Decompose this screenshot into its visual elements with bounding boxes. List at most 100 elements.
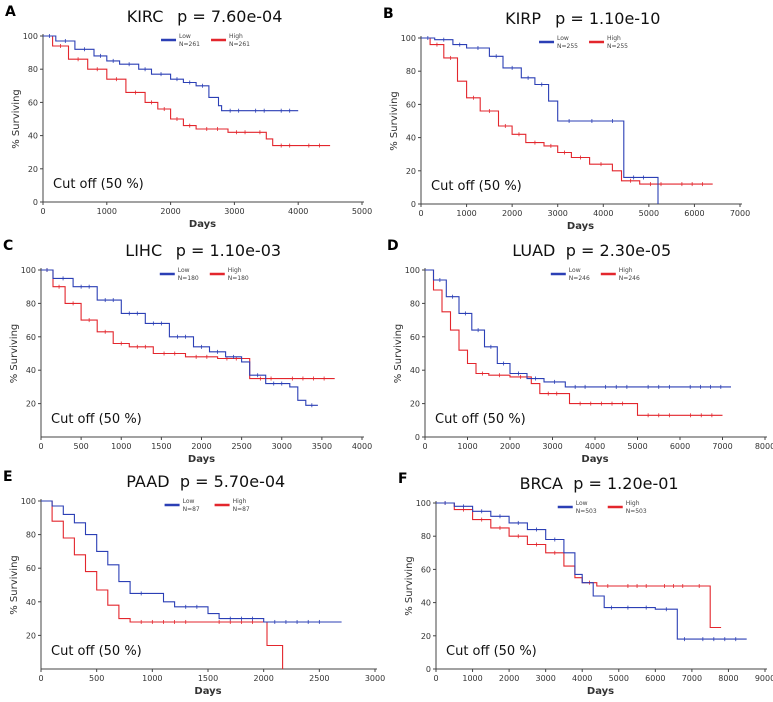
y-tick-label: 20 [421,632,431,641]
x-tick-label: 3000 [535,674,555,683]
legend-n-high: N=261 [229,41,250,48]
p-value: p = 7.60e-04 [177,7,282,26]
x-tick-label: 0 [40,207,45,216]
y-tick-label: 0 [411,200,416,209]
x-tick-label: 1000 [111,442,131,451]
legend-name-high: High [626,500,640,507]
x-tick-label: 6000 [670,442,690,451]
y-tick-label: 80 [410,299,420,308]
y-tick-label: 20 [26,400,36,409]
series-line-high [41,269,335,380]
x-tick-label: 5000 [639,209,659,218]
y-tick-label: 80 [28,65,38,74]
x-tick-label: 7000 [712,442,732,451]
y-tick-label: 40 [26,366,36,375]
y-tick-label: 40 [28,132,38,141]
y-tick-label: 100 [21,266,36,275]
legend-n-high: N=246 [619,275,640,282]
series-line-low [41,269,318,406]
y-tick-label: 40 [421,599,431,608]
y-tick-label: 0 [33,198,38,207]
x-tick-label: 6000 [645,674,665,683]
cutoff-annotation: Cut off (50 %) [435,412,526,427]
legend-n-high: N=180 [228,275,249,282]
y-tick-label: 40 [410,366,420,375]
y-tick-label: 100 [401,34,416,43]
y-tick-label: 20 [410,400,420,409]
legend-n-low: N=503 [576,508,597,515]
y-axis-title: % Surviving [404,556,415,616]
legend-name-high: High [233,498,247,505]
legend-name-low: Low [178,267,190,274]
cutoff-annotation: Cut off (50 %) [446,644,537,659]
series-line-low [425,269,731,388]
y-tick-label: 60 [28,98,38,107]
chart-title: LIHC [125,241,162,260]
chart-title: KIRC [127,7,164,26]
x-tick-label: 500 [89,674,104,683]
series-line-high [421,37,713,185]
x-tick-label: 5000 [627,442,647,451]
y-tick-label: 0 [426,665,431,674]
y-tick-label: 40 [406,134,416,143]
x-axis-title: Days [567,221,594,232]
cutoff-annotation: Cut off (50 %) [51,412,142,427]
panel-letter: F [398,471,408,487]
x-tick-label: 0 [38,442,43,451]
legend-name-high: High [229,33,243,40]
y-axis-title: % Surviving [389,91,400,151]
y-tick-label: 60 [421,565,431,574]
x-tick-label: 1500 [198,674,218,683]
series-line-high [43,35,331,147]
y-tick-label: 100 [416,499,431,508]
cutoff-annotation: Cut off (50 %) [53,177,144,192]
x-tick-label: 4000 [572,674,592,683]
panel-letter: D [387,238,399,254]
cutoff-annotation: Cut off (50 %) [431,179,522,194]
p-value: p = 1.10e-10 [555,9,660,28]
series-line-high [41,500,284,669]
x-axis-title: Days [189,219,216,230]
x-tick-label: 1000 [456,209,476,218]
x-tick-label: 2500 [309,674,329,683]
x-tick-label: 5000 [609,674,629,683]
legend-name-low: Low [179,33,191,40]
cutoff-annotation: Cut off (50 %) [51,644,142,659]
x-tick-label: 8000 [755,442,773,451]
p-value: p = 2.30e-05 [566,241,671,260]
x-tick-label: 6000 [684,209,704,218]
x-tick-label: 0 [422,442,427,451]
panel-letter: B [383,6,394,22]
x-tick-label: 3000 [365,674,385,683]
x-tick-label: 4000 [288,207,308,216]
legend-name-low: Low [183,498,195,505]
p-value: p = 1.20e-01 [573,474,678,493]
series-line-low [41,500,342,623]
series-line-high [425,269,723,416]
x-tick-label: 2000 [160,207,180,216]
y-tick-label: 80 [26,299,36,308]
y-axis-title: % Surviving [9,324,20,384]
x-tick-label: 2000 [499,674,519,683]
x-tick-label: 3500 [312,442,332,451]
legend-n-low: N=261 [179,41,200,48]
x-tick-label: 1000 [97,207,117,216]
y-axis-title: % Surviving [11,89,22,149]
y-tick-label: 60 [26,564,36,573]
y-tick-label: 20 [28,165,38,174]
series-line-low [421,37,659,204]
p-value: p = 5.70e-04 [180,472,285,491]
y-tick-label: 80 [421,532,431,541]
series-line-high [436,502,722,629]
x-axis-title: Days [581,454,608,465]
x-tick-label: 4000 [593,209,613,218]
chart-title: KIRP [505,9,541,28]
y-tick-label: 40 [26,598,36,607]
x-tick-label: 9000 [755,674,773,683]
legend-n-high: N=255 [607,43,628,50]
